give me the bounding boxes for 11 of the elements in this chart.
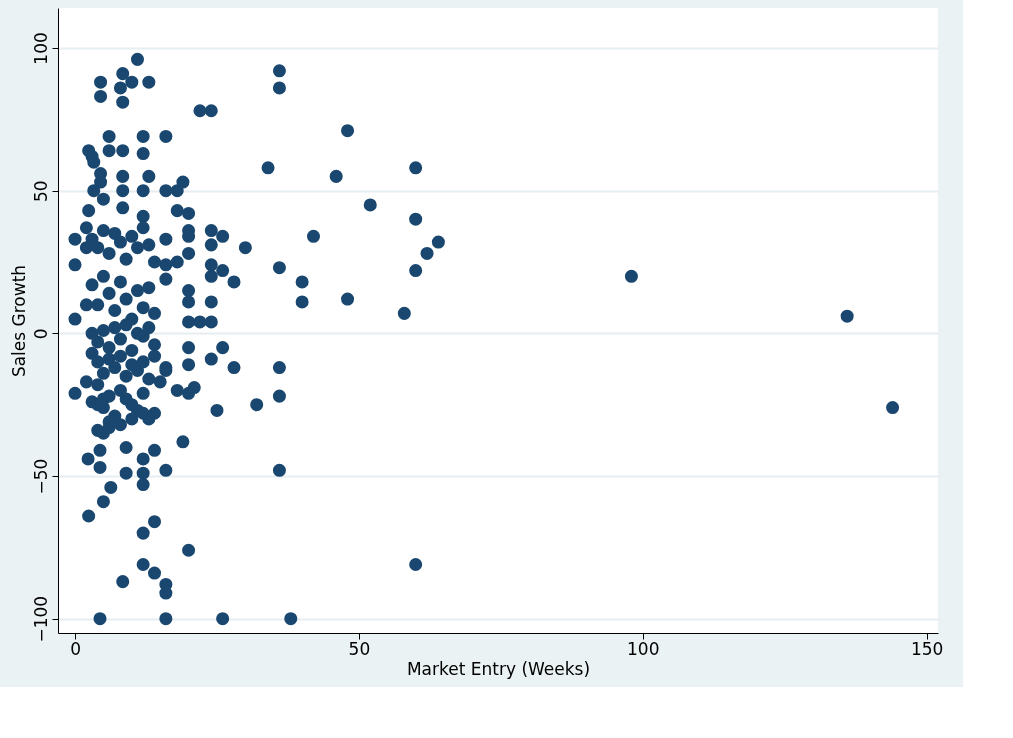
x-tick-label: 100 (627, 638, 660, 659)
y-tick-label: 50 (30, 180, 51, 202)
y-tick-label: −50 (30, 458, 51, 495)
x-tick-label: 150 (910, 638, 944, 659)
y-tick-label: 100 (30, 32, 51, 65)
y-tick-label: −100 (30, 595, 51, 643)
x-tick-label: 0 (70, 638, 81, 659)
x-tick-label: 50 (348, 638, 371, 659)
y-axis-title: Sales Growth (8, 264, 29, 378)
x-axis-title: Market Entry (Weeks) (406, 658, 591, 679)
y-tick-label: 0 (30, 328, 51, 340)
